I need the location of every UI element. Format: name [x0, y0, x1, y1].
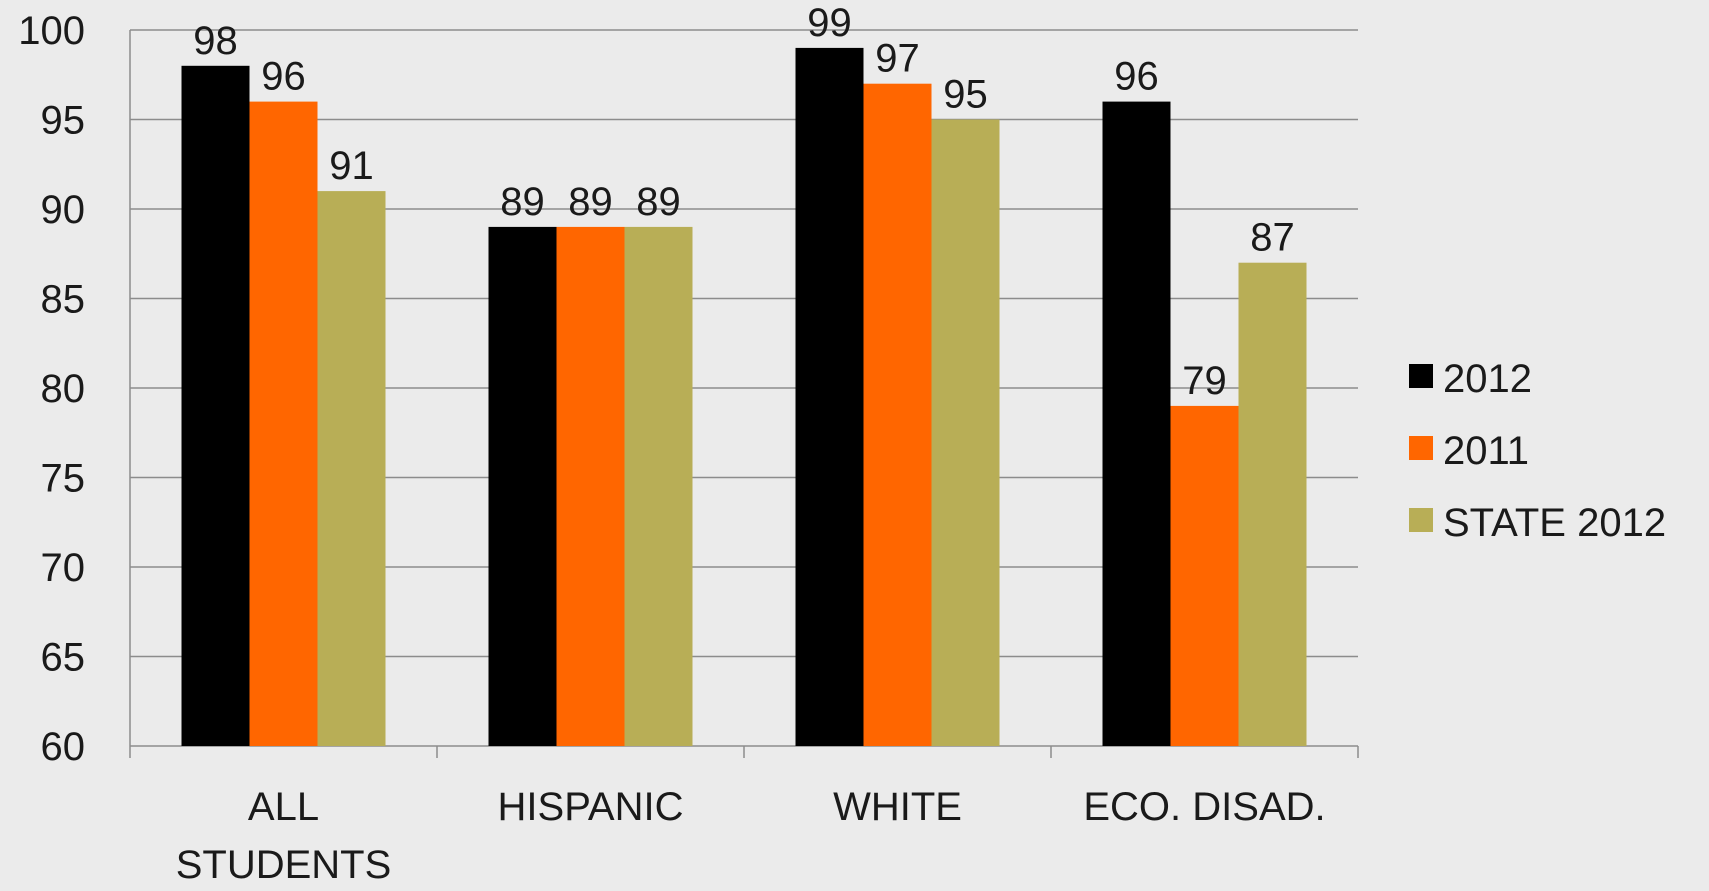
bar-2011	[249, 101, 318, 747]
data-label: 99	[807, 1, 852, 45]
x-category-label: WHITE	[833, 785, 962, 829]
x-category-label: STUDENTS	[176, 843, 392, 886]
data-label: 89	[500, 180, 545, 224]
legend-label: 2011	[1443, 429, 1529, 473]
y-tick-label: 70	[41, 546, 86, 590]
legend-swatch	[1409, 364, 1433, 388]
data-label: 98	[193, 19, 238, 63]
bar-2011	[863, 83, 932, 746]
y-tick-label: 85	[41, 278, 86, 322]
data-label: 89	[568, 180, 613, 224]
bar-2011	[1170, 405, 1239, 746]
y-tick-label: 100	[18, 9, 85, 53]
legend-label: 2012	[1443, 357, 1532, 401]
data-label: 97	[875, 37, 920, 81]
data-label: 89	[636, 180, 681, 224]
y-tick-label: 60	[41, 725, 86, 769]
y-tick-label: 65	[41, 636, 86, 680]
data-label: 95	[943, 73, 988, 117]
data-label: 96	[1114, 55, 1159, 99]
data-labels: 98 96 91 89 89 89 99 97 95 96 79 87	[193, 1, 1295, 403]
bar-state-2012	[317, 191, 386, 747]
x-category-label: ALL	[248, 785, 319, 829]
data-label: 87	[1250, 216, 1295, 260]
data-label: 96	[261, 55, 306, 99]
bar-2012	[181, 65, 250, 747]
bar-2012	[1102, 101, 1171, 747]
legend-swatch	[1409, 508, 1433, 532]
bar-2012	[488, 226, 557, 746]
x-category-label: HISPANIC	[498, 785, 684, 829]
legend: 2012 2011 STATE 2012	[1409, 357, 1666, 545]
y-tick-label: 75	[41, 457, 86, 501]
axes: 60 65 70 75 80 85 90 95 100 ALL STUDENTS HISPANIC WH…	[18, 9, 1359, 887]
legend-label: STATE 2012	[1443, 501, 1666, 545]
bar-state-2012	[624, 226, 693, 746]
bars	[181, 47, 1307, 747]
data-label: 79	[1182, 359, 1227, 403]
bar-2012	[795, 47, 864, 746]
y-tick-label: 80	[41, 367, 86, 411]
bar-state-2012	[1238, 262, 1307, 746]
bar-state-2012	[931, 119, 1000, 746]
x-category-label: ECO. DISAD.	[1083, 785, 1325, 829]
y-tick-label: 90	[41, 188, 86, 232]
bar-2011	[556, 226, 625, 746]
y-tick-label: 95	[41, 99, 86, 143]
legend-swatch	[1409, 436, 1433, 460]
data-label: 91	[329, 144, 374, 188]
